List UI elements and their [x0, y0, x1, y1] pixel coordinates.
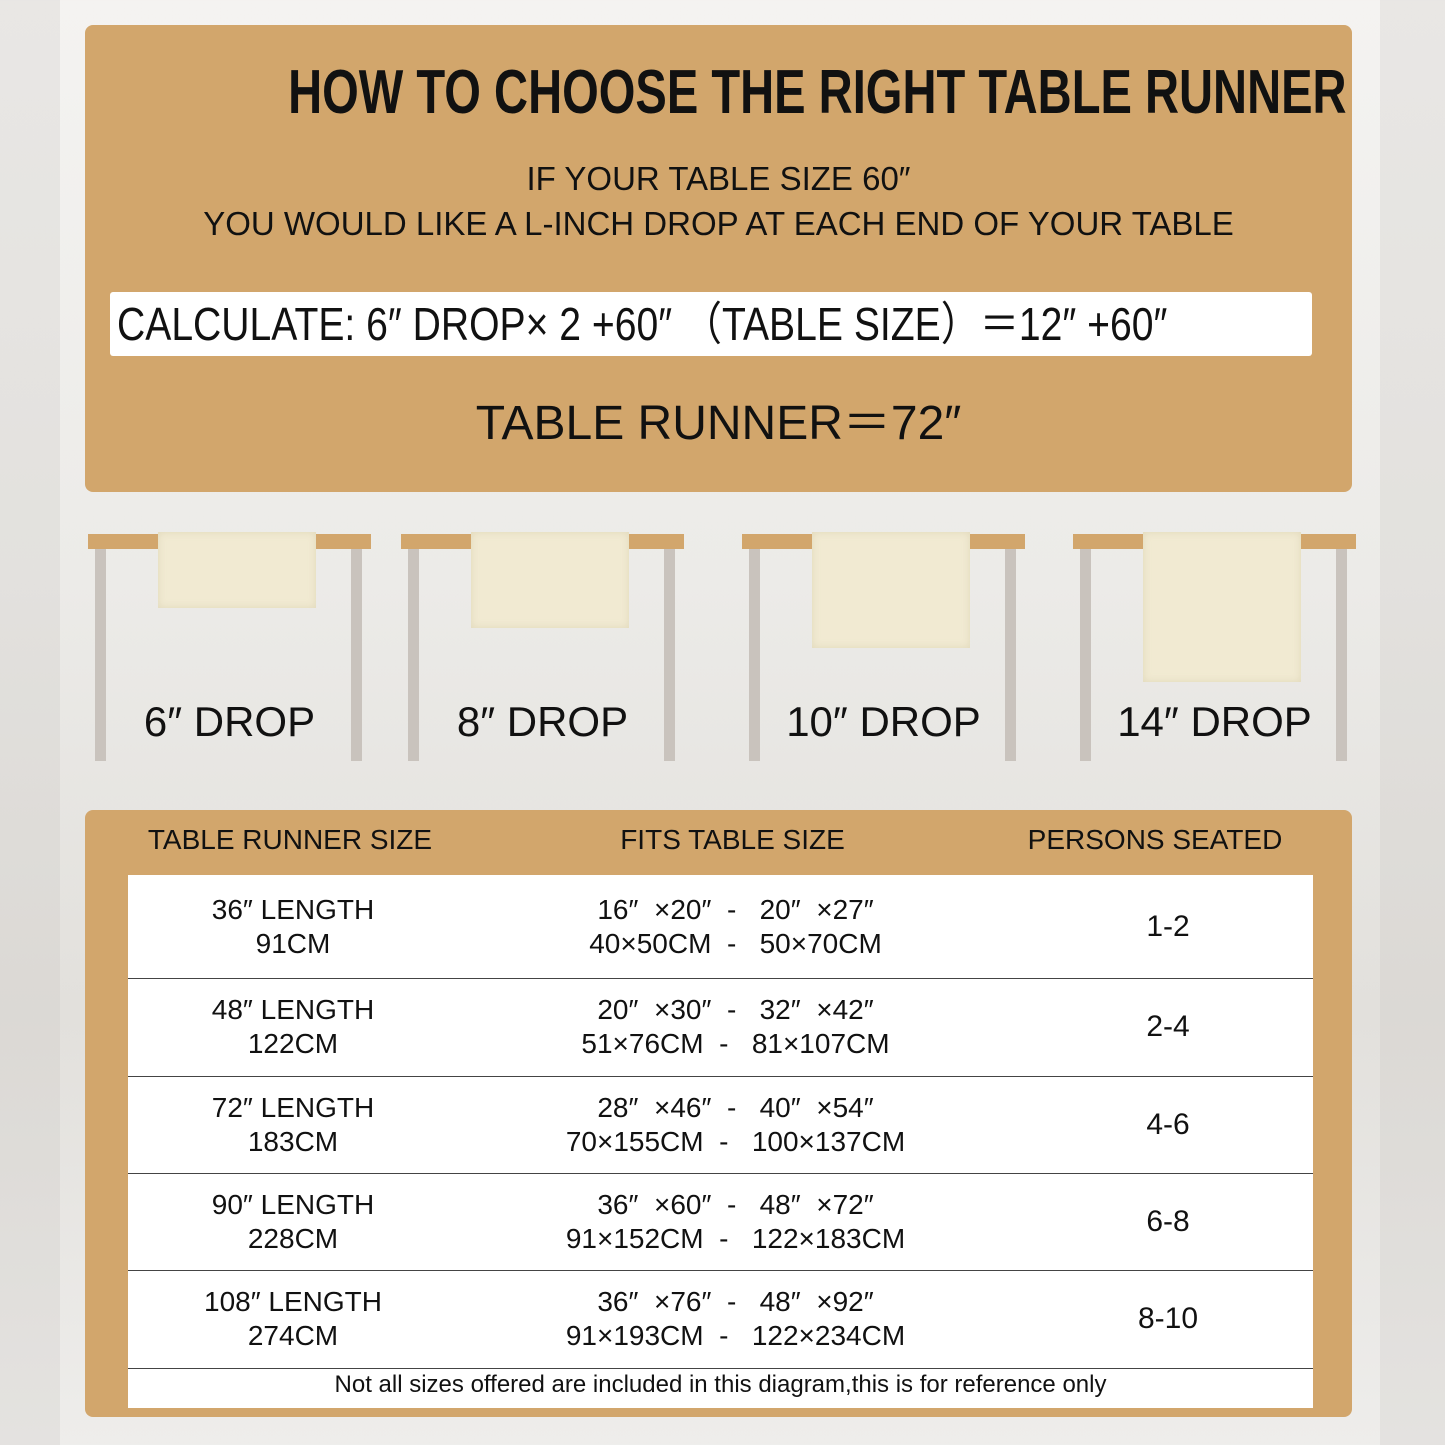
table-runner-swatch: [1143, 532, 1301, 682]
runner-size-cm: 183CM: [247, 1125, 339, 1157]
footnote: Not all sizes offered are included in th…: [334, 1371, 1107, 1398]
runner-size-cell: 90″ LENGTH 228CM: [183, 1188, 403, 1256]
table-row: 108″ LENGTH 274CM 36″ ×76″ - 48″ ×92″ 91×1…: [128, 1270, 1313, 1369]
background-photo-right: [1380, 0, 1445, 1445]
table-leg: [408, 549, 419, 761]
fits-size-inches: 20″ ×30″ - 32″ ×42″: [597, 994, 874, 1025]
table-leg: [95, 549, 106, 761]
runner-size-cell: 36″ LENGTH 91CM: [183, 893, 403, 961]
persons-seated-cell: 4-6: [1146, 1107, 1190, 1141]
calculation-result: TABLE RUNNER＝72″: [475, 397, 962, 450]
table-row: 90″ LENGTH 228CM 36″ ×60″ - 48″ ×72″ 91×15…: [128, 1173, 1313, 1271]
persons-seated-cell: 8-10: [1137, 1302, 1199, 1335]
fits-size-inches: 16″ ×20″ - 20″ ×27″: [597, 893, 874, 925]
runner-size-cm: 122CM: [247, 1028, 339, 1059]
persons-seated-cell: 2-4: [1146, 1010, 1190, 1043]
table-leg: [749, 549, 760, 761]
table-leg: [664, 549, 675, 761]
drop-label: 6″ DROP: [143, 698, 316, 745]
persons-seated-cell: 6-8: [1146, 1204, 1190, 1238]
header-fits-table-size: FITS TABLE SIZE: [620, 824, 845, 855]
table-drop-illustration: 6″ DROP: [88, 532, 371, 764]
fits-size-cm: 51×76CM - 81×107CM: [581, 1028, 890, 1059]
runner-size-inches: 108″ LENGTH: [204, 1286, 382, 1317]
runner-size-inches: 48″ LENGTH: [211, 994, 375, 1025]
subtitle-line-2: YOU WOULD LIKE A L-INCH DROP AT EACH END…: [203, 205, 1234, 242]
table-runner-swatch: [158, 532, 316, 608]
page-title-container: HOW TO CHOOSE THE RIGHT TABLE RUNNER: [121, 53, 1352, 133]
persons-seated-cell: 1-2: [1146, 909, 1190, 943]
runner-size-cm: 274CM: [247, 1320, 339, 1351]
drop-label: 14″ DROP: [1117, 698, 1312, 745]
fits-size-inches: 28″ ×46″ - 40″ ×54″: [597, 1091, 874, 1123]
drop-label: 8″ DROP: [456, 698, 629, 745]
fits-size-cell: 36″ ×76″ - 48″ ×92″ 91×193CM - 122×234CM: [518, 1285, 953, 1353]
table-leg: [1080, 549, 1091, 761]
background-photo: [0, 0, 60, 1445]
size-table: Not all sizes offered are included in th…: [128, 875, 1313, 1408]
runner-size-inches: 72″ LENGTH: [211, 1091, 375, 1123]
fits-size-cell: 28″ ×46″ - 40″ ×54″ 70×155CM - 100×137CM: [518, 1091, 953, 1159]
subtitle-line-1: IF YOUR TABLE SIZE 60″: [526, 160, 911, 197]
drop-label: 10″ DROP: [786, 698, 981, 745]
runner-size-cell: 48″ LENGTH 122CM: [183, 993, 403, 1061]
page-title: HOW TO CHOOSE THE RIGHT TABLE RUNNER: [288, 58, 1347, 127]
fits-size-cell: 20″ ×30″ - 32″ ×42″ 51×76CM - 81×107CM: [518, 993, 953, 1061]
table-row: 48″ LENGTH 122CM 20″ ×30″ - 32″ ×42″ 51×76…: [128, 978, 1313, 1077]
table-leg: [351, 549, 362, 761]
table-row: 36″ LENGTH 91CM 16″ ×20″ - 20″ ×27″ 40×50C…: [128, 875, 1313, 979]
runner-size-cell: 72″ LENGTH 183CM: [183, 1091, 403, 1159]
fits-size-inches: 36″ ×60″ - 48″ ×72″: [597, 1188, 874, 1220]
runner-size-cm: 91CM: [255, 927, 331, 959]
table-drop-illustration: 14″ DROP: [1073, 532, 1356, 764]
table-leg: [1336, 549, 1347, 761]
fits-size-cell: 36″ ×60″ - 48″ ×72″ 91×152CM - 122×183CM: [518, 1188, 953, 1256]
size-table-panel: TABLE RUNNER SIZE FITS TABLE SIZE PERSON…: [85, 810, 1352, 1417]
fits-size-cm: 91×193CM - 122×234CM: [565, 1320, 906, 1351]
table-drop-illustration: 10″ DROP: [742, 532, 1025, 764]
table-drop-illustration: 8″ DROP: [401, 532, 684, 764]
fits-size-cell: 16″ ×20″ - 20″ ×27″ 40×50CM - 50×70CM: [518, 893, 953, 961]
calculation-panel: HOW TO CHOOSE THE RIGHT TABLE RUNNER IF …: [85, 25, 1352, 492]
runner-size-inches: 90″ LENGTH: [211, 1188, 375, 1220]
header-persons-seated: PERSONS SEATED: [1027, 824, 1283, 855]
runner-size-cell: 108″ LENGTH 274CM: [183, 1285, 403, 1353]
calculation-box: CALCULATE: 6″ DROP× 2 +60″ （TABLE SIZE）＝…: [110, 292, 1312, 356]
fits-size-inches: 36″ ×76″ - 48″ ×92″: [597, 1286, 874, 1317]
table-runner-swatch: [471, 532, 629, 628]
fits-size-cm: 40×50CM - 50×70CM: [589, 927, 882, 959]
fits-size-cm: 70×155CM - 100×137CM: [565, 1125, 906, 1157]
table-leg: [1005, 549, 1016, 761]
table-runner-swatch: [812, 532, 970, 648]
fits-size-cm: 91×152CM - 122×183CM: [565, 1222, 906, 1254]
runner-size-cm: 228CM: [247, 1222, 339, 1254]
table-row: 72″ LENGTH 183CM 28″ ×46″ - 40″ ×54″ 70×15…: [128, 1076, 1313, 1174]
header-runner-size: TABLE RUNNER SIZE: [147, 824, 433, 855]
calculation-text: CALCULATE: 6″ DROP× 2 +60″ （TABLE SIZE）＝…: [117, 298, 1168, 350]
runner-size-inches: 36″ LENGTH: [211, 893, 375, 925]
